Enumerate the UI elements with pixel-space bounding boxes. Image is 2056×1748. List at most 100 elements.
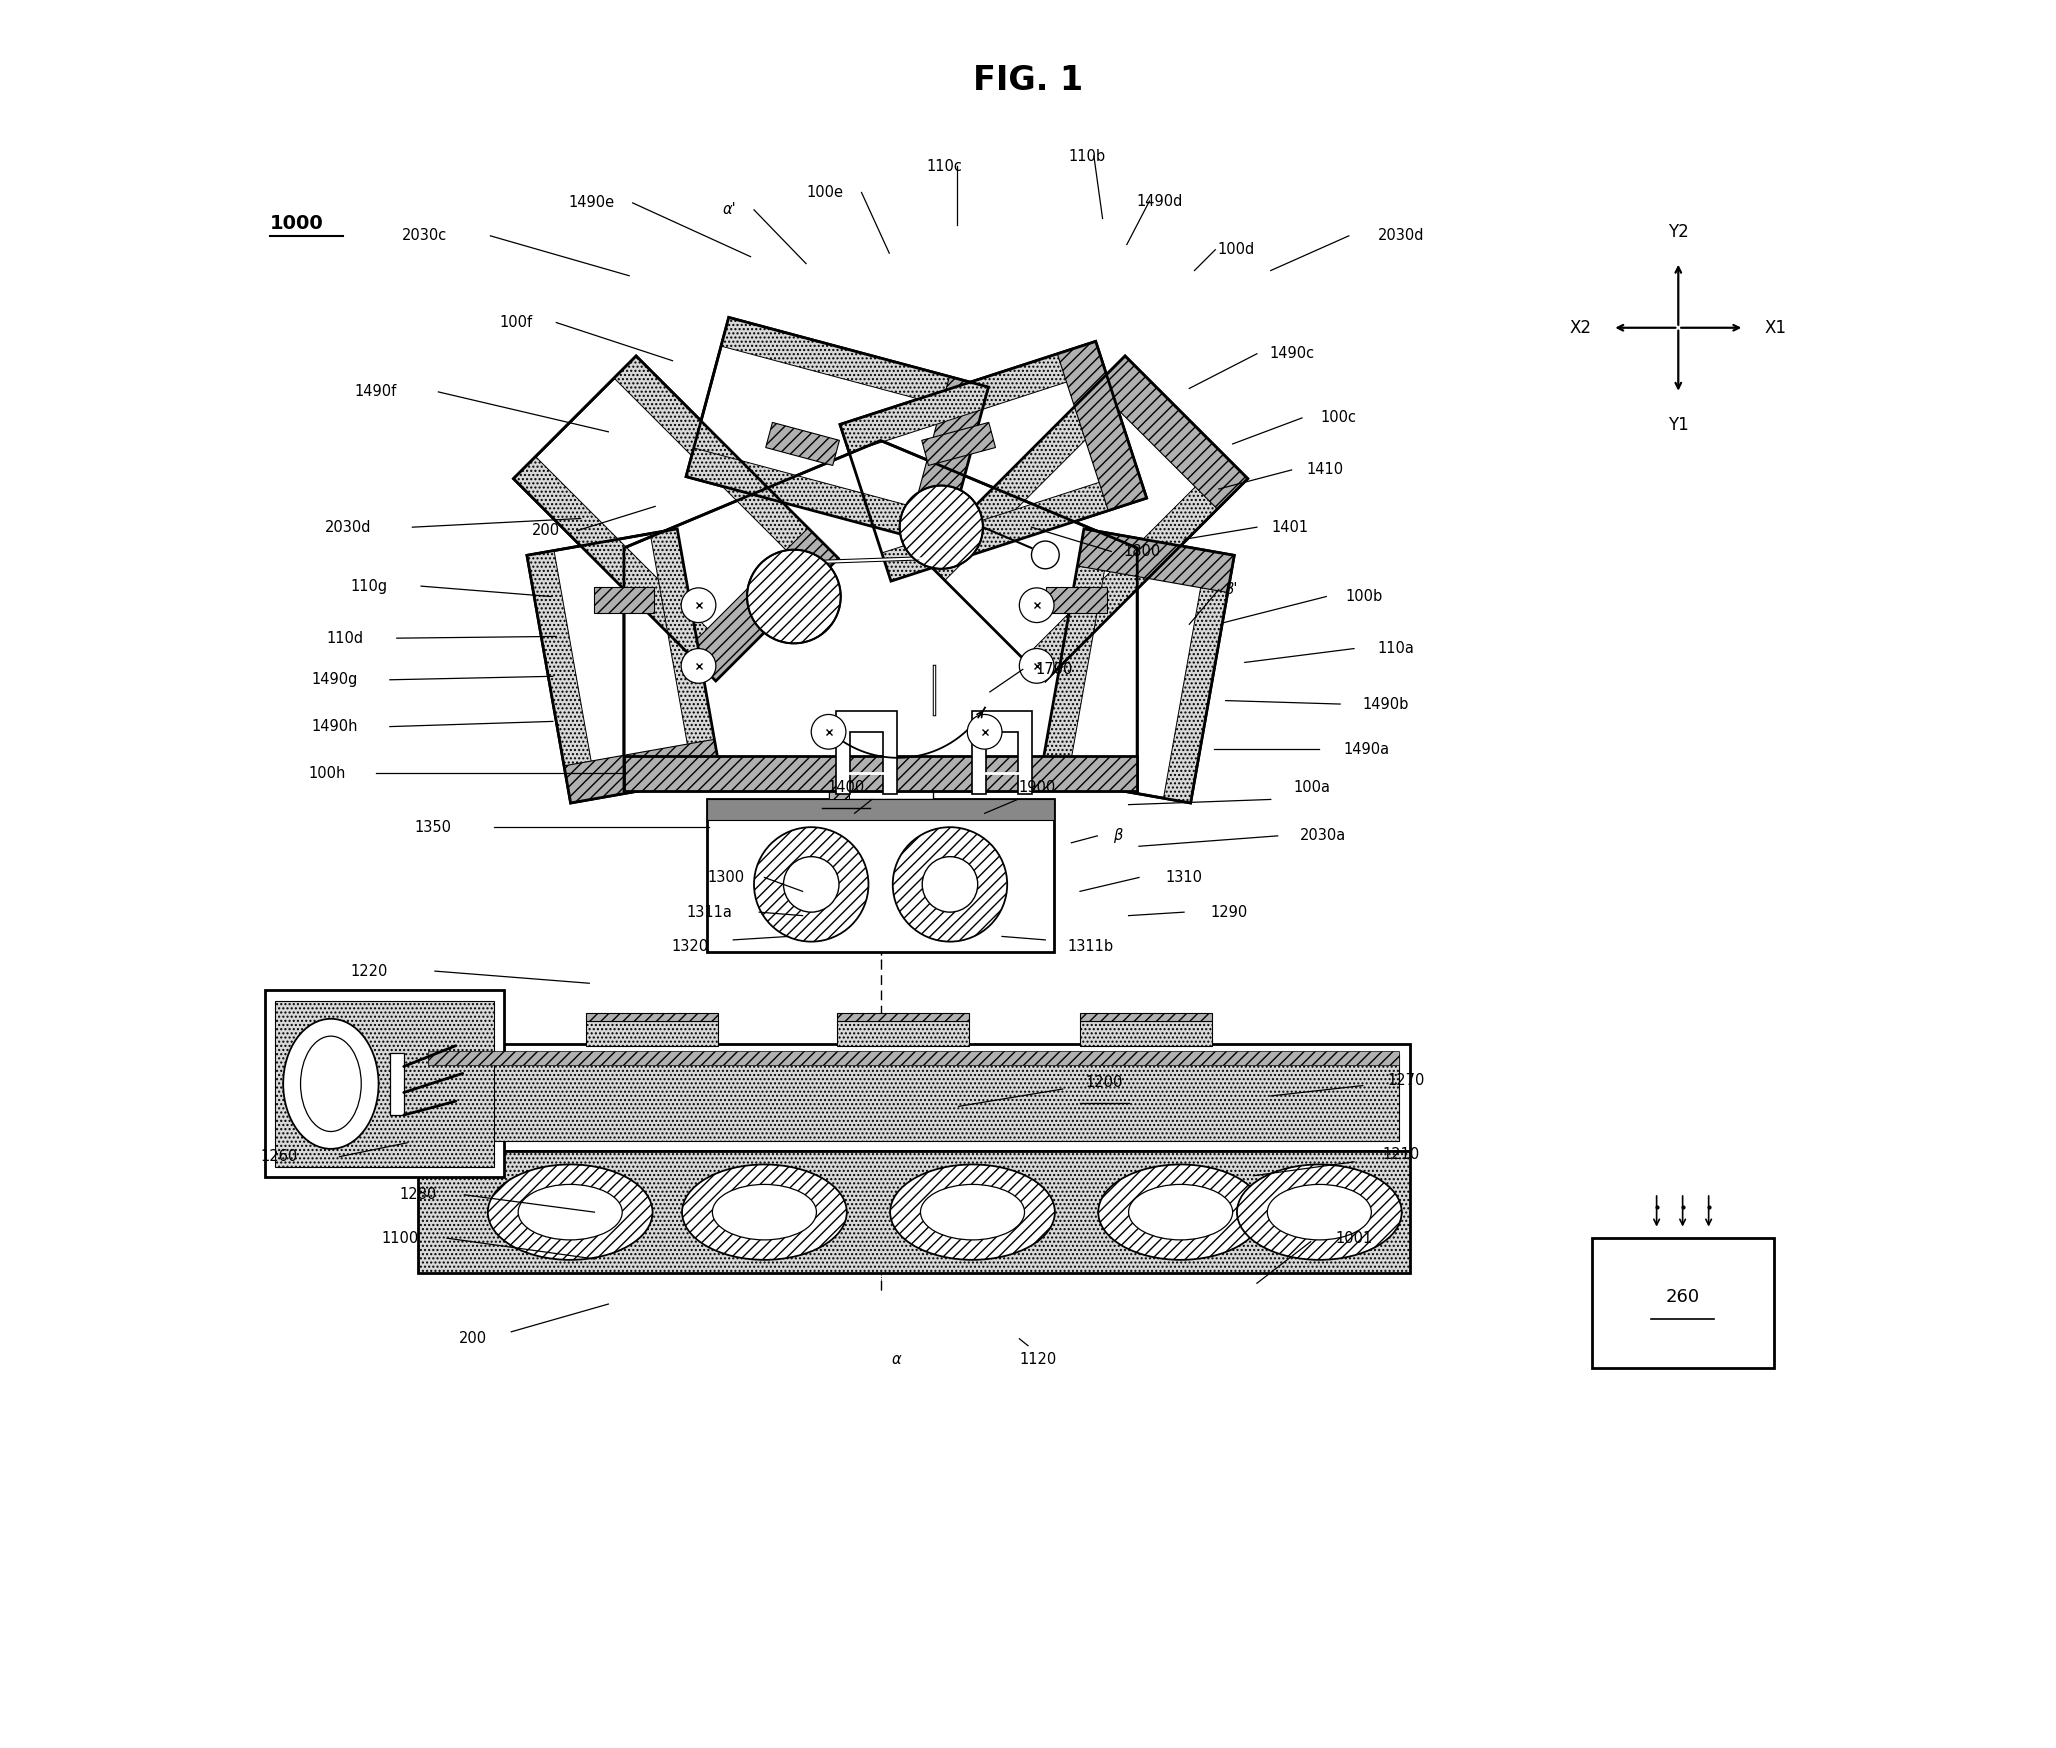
Circle shape <box>681 649 715 683</box>
Text: 1120: 1120 <box>1020 1351 1057 1367</box>
Polygon shape <box>1040 530 1110 781</box>
Text: 1490g: 1490g <box>310 673 358 687</box>
Text: 1490f: 1490f <box>356 385 397 399</box>
Polygon shape <box>594 587 654 614</box>
Polygon shape <box>837 711 896 794</box>
Bar <box>837 1012 968 1021</box>
Bar <box>1079 1012 1211 1021</box>
Polygon shape <box>514 456 738 682</box>
Ellipse shape <box>300 1037 362 1131</box>
Circle shape <box>1020 587 1055 622</box>
Polygon shape <box>921 423 995 465</box>
Text: 1210: 1210 <box>1382 1147 1419 1162</box>
Text: 110d: 110d <box>327 631 364 645</box>
Text: X2: X2 <box>1569 318 1591 337</box>
Text: Y1: Y1 <box>1667 416 1688 434</box>
Bar <box>1591 1238 1774 1369</box>
Text: FIG. 1: FIG. 1 <box>972 65 1084 98</box>
Text: 1900: 1900 <box>1018 780 1055 795</box>
Text: 1311b: 1311b <box>1067 939 1114 954</box>
Text: 200: 200 <box>533 523 559 538</box>
Text: α: α <box>892 1351 901 1367</box>
Text: 100h: 100h <box>308 766 345 781</box>
Bar <box>1079 1021 1211 1045</box>
Circle shape <box>901 486 983 568</box>
Text: 1310: 1310 <box>1166 871 1203 884</box>
Text: 100f: 100f <box>500 315 533 330</box>
Circle shape <box>966 715 1001 750</box>
Text: α': α' <box>724 203 736 217</box>
Polygon shape <box>650 530 722 781</box>
Polygon shape <box>563 739 722 802</box>
Text: 1100: 1100 <box>382 1231 419 1246</box>
Circle shape <box>746 549 841 643</box>
Polygon shape <box>526 530 722 802</box>
Polygon shape <box>685 528 839 682</box>
Bar <box>417 1152 1410 1273</box>
Polygon shape <box>1047 587 1106 614</box>
Ellipse shape <box>921 1185 1024 1239</box>
Polygon shape <box>841 341 1147 580</box>
Text: β': β' <box>1223 582 1238 598</box>
Text: β: β <box>1114 829 1123 843</box>
Polygon shape <box>923 357 1147 580</box>
Text: 1200: 1200 <box>1086 1075 1123 1089</box>
Polygon shape <box>765 423 839 465</box>
Text: 1220: 1220 <box>350 963 389 979</box>
Polygon shape <box>722 318 989 416</box>
Text: 1000: 1000 <box>269 215 325 232</box>
Text: 1001: 1001 <box>1336 1231 1373 1246</box>
Text: 100c: 100c <box>1320 411 1357 425</box>
Bar <box>586 1021 718 1045</box>
Polygon shape <box>1077 530 1234 593</box>
Ellipse shape <box>518 1185 623 1239</box>
Text: 110c: 110c <box>927 159 962 175</box>
Text: X1: X1 <box>1764 318 1787 337</box>
Text: 260: 260 <box>1665 1288 1700 1306</box>
Text: 2030c: 2030c <box>401 229 446 243</box>
Text: 110g: 110g <box>350 579 389 594</box>
Text: 1410: 1410 <box>1306 463 1343 477</box>
Polygon shape <box>1057 341 1147 510</box>
Polygon shape <box>1164 551 1234 802</box>
Polygon shape <box>972 711 1032 794</box>
Bar <box>623 757 1137 790</box>
Bar <box>391 1052 403 1115</box>
Bar <box>265 989 504 1178</box>
Text: 1490b: 1490b <box>1361 696 1408 711</box>
Circle shape <box>783 857 839 912</box>
Text: 100d: 100d <box>1217 243 1254 257</box>
Ellipse shape <box>1129 1185 1234 1239</box>
Text: 1320: 1320 <box>672 939 709 954</box>
Bar <box>837 1021 968 1045</box>
Circle shape <box>755 827 868 942</box>
Text: 1290: 1290 <box>1211 905 1248 919</box>
Text: 1311a: 1311a <box>687 905 732 919</box>
Ellipse shape <box>711 1185 816 1239</box>
Ellipse shape <box>683 1164 847 1260</box>
Text: Y2: Y2 <box>1667 224 1688 241</box>
Text: 2030d: 2030d <box>1378 229 1425 243</box>
Polygon shape <box>907 376 989 545</box>
Bar <box>586 1012 718 1021</box>
Text: 100e: 100e <box>806 185 843 199</box>
Text: 1350: 1350 <box>415 820 452 836</box>
Bar <box>276 1000 493 1168</box>
Polygon shape <box>882 470 1147 580</box>
Ellipse shape <box>284 1019 378 1148</box>
Text: 1401: 1401 <box>1271 519 1308 535</box>
Ellipse shape <box>890 1164 1055 1260</box>
Text: 2030a: 2030a <box>1299 829 1347 843</box>
Text: 1490c: 1490c <box>1269 346 1314 362</box>
Polygon shape <box>923 357 1248 682</box>
Bar <box>707 799 1055 953</box>
Circle shape <box>923 857 979 912</box>
Ellipse shape <box>487 1164 652 1260</box>
Circle shape <box>812 715 845 750</box>
Polygon shape <box>623 440 1137 790</box>
Text: 1270: 1270 <box>1388 1073 1425 1087</box>
Circle shape <box>1020 649 1055 683</box>
Text: 1490e: 1490e <box>567 196 615 210</box>
Polygon shape <box>526 551 598 802</box>
Polygon shape <box>841 341 1104 453</box>
